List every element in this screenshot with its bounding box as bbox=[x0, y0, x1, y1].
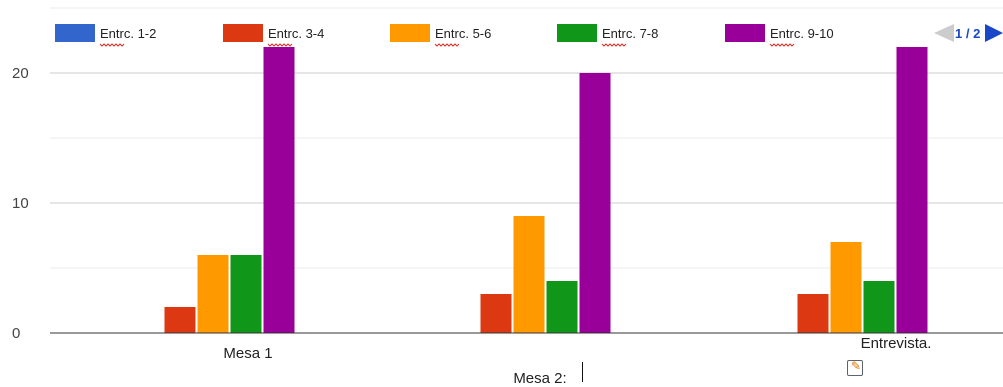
y-tick-label: 20 bbox=[12, 65, 29, 82]
legend-label: Entrc. 9-10 bbox=[770, 26, 834, 41]
category-labels: Mesa 1 Mesa 2: Entrevista. bbox=[223, 335, 931, 387]
legend-label: Entrc. 1-2 bbox=[100, 26, 156, 41]
bar-3-2 bbox=[797, 294, 829, 333]
spellcheck-underline bbox=[267, 43, 293, 47]
bar-1-2 bbox=[164, 307, 196, 333]
spellcheck-underline bbox=[99, 43, 125, 47]
y-tick-label: 10 bbox=[12, 195, 29, 212]
pager-prev-icon[interactable] bbox=[934, 24, 954, 42]
legend-label: Entrc. 7-8 bbox=[602, 26, 658, 41]
bar-2-3 bbox=[513, 216, 545, 333]
spellcheck-underline bbox=[434, 43, 460, 47]
edit-icon[interactable]: ✎ bbox=[847, 359, 863, 376]
legend-pager[interactable]: 1 / 2 bbox=[934, 24, 1003, 42]
y-axis-ticks: 0 10 20 bbox=[12, 65, 29, 342]
text-cursor bbox=[582, 362, 583, 382]
bar-2-4 bbox=[546, 281, 578, 333]
legend-swatch bbox=[557, 24, 597, 42]
legend: Entrc. 1-2 Entrc. 3-4 Entrc. 5-6 Entrc. 7-8… bbox=[55, 24, 834, 47]
pager-text: 1 / 2 bbox=[955, 26, 980, 41]
bars bbox=[164, 47, 928, 333]
bar-1-4 bbox=[230, 255, 262, 333]
legend-swatch bbox=[390, 24, 430, 42]
legend-label: Entrc. 5-6 bbox=[435, 26, 491, 41]
pager-next-icon[interactable] bbox=[985, 24, 1003, 42]
spellcheck-underline bbox=[601, 43, 627, 47]
bar-3-5 bbox=[896, 47, 928, 333]
spellcheck-underline bbox=[769, 43, 795, 47]
bar-3-3 bbox=[830, 242, 862, 333]
category-label: Mesa 2: bbox=[513, 370, 566, 387]
category-label: Entrevista. bbox=[861, 335, 932, 352]
bar-2-2 bbox=[480, 294, 512, 333]
bar-1-3 bbox=[197, 255, 229, 333]
legend-label: Entrc. 3-4 bbox=[268, 26, 324, 41]
legend-swatch bbox=[223, 24, 263, 42]
bar-2-5 bbox=[579, 73, 611, 333]
bar-1-5 bbox=[263, 47, 295, 333]
category-label: Mesa 1 bbox=[223, 345, 272, 362]
legend-swatch bbox=[55, 24, 95, 42]
y-tick-label: 0 bbox=[12, 325, 20, 342]
bar-3-4 bbox=[863, 281, 895, 333]
legend-swatch bbox=[725, 24, 765, 42]
